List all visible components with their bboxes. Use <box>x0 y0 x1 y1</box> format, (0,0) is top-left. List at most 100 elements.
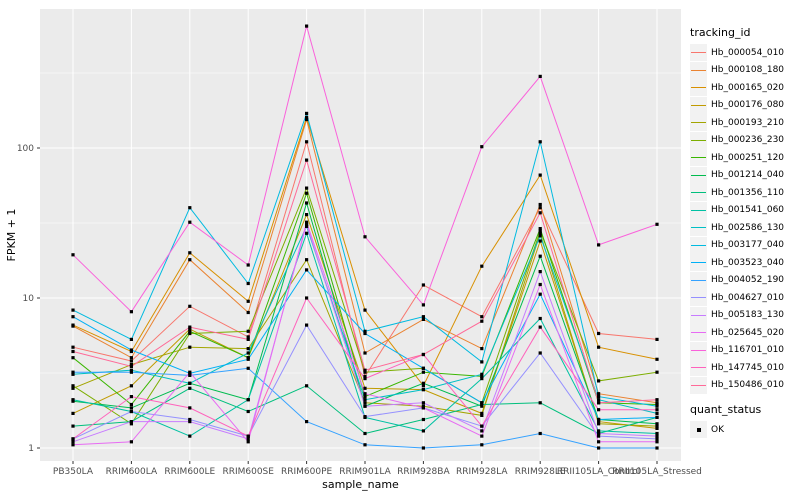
data-point <box>597 434 601 438</box>
legend-key-color-line <box>691 279 706 281</box>
data-point <box>305 268 309 272</box>
data-point <box>655 422 659 426</box>
legend-entry: Hb_002586_130 <box>690 219 798 237</box>
data-point <box>129 359 133 363</box>
data-point <box>188 345 192 349</box>
legend-entry-label: Hb_025645_020 <box>711 327 785 338</box>
data-point <box>655 370 659 374</box>
data-point <box>188 206 192 210</box>
data-point <box>129 402 133 407</box>
data-point <box>305 213 309 217</box>
data-point <box>421 429 425 433</box>
data-point <box>129 384 133 388</box>
data-point <box>655 357 659 361</box>
data-point <box>305 224 309 228</box>
data-point <box>597 408 601 412</box>
legend-key-color-line <box>691 139 706 141</box>
data-point <box>597 422 601 426</box>
data-point <box>71 349 75 354</box>
legend-key-color-line <box>691 174 706 176</box>
legend-entry-label: Hb_002586_130 <box>711 222 785 233</box>
legend-entry-label: Hb_004627_010 <box>711 292 785 303</box>
data-point <box>246 299 250 303</box>
data-point <box>538 74 542 78</box>
data-point <box>188 373 192 377</box>
legend-entry-ok: OK <box>690 421 798 439</box>
data-point <box>129 368 133 372</box>
legend-key-color-line <box>691 297 706 299</box>
legend-entry: Hb_004627_010 <box>690 289 798 307</box>
data-point <box>71 253 75 257</box>
data-point <box>246 281 250 286</box>
data-point <box>71 315 75 319</box>
data-point <box>597 331 601 336</box>
legend-key-line-icon <box>690 254 707 272</box>
legend-entry-label: Hb_001214_040 <box>711 170 785 181</box>
legend-entry: Hb_001541_060 <box>690 201 798 220</box>
data-point <box>597 243 601 247</box>
legend-key-line-icon <box>690 236 707 254</box>
legend-key-line-icon <box>690 341 707 359</box>
legend-entry-label: Hb_000193_210 <box>711 117 785 128</box>
data-point <box>597 379 601 383</box>
data-point <box>246 263 250 267</box>
legend-key-color-line <box>691 384 706 386</box>
legend-entry: Hb_000054_010 <box>690 44 798 62</box>
data-point <box>655 402 659 407</box>
data-point <box>305 231 309 235</box>
data-point <box>71 370 75 374</box>
data-point <box>597 420 601 424</box>
data-point <box>597 345 601 349</box>
data-point <box>655 404 659 408</box>
data-point <box>188 251 192 255</box>
data-point <box>188 327 192 331</box>
legend-entry: Hb_000165_020 <box>690 79 798 97</box>
legend-key-line-icon <box>690 166 707 184</box>
legend-entry: Hb_003523_040 <box>690 254 798 272</box>
data-point <box>655 437 659 441</box>
data-point <box>480 315 484 319</box>
data-point <box>655 337 659 341</box>
data-point <box>129 363 133 367</box>
legend-entries: Hb_000054_010 Hb_000108_180 Hb_000165_020 H… <box>690 44 798 394</box>
data-point <box>71 440 75 444</box>
data-point <box>246 351 250 355</box>
legend-key-color-line <box>691 209 706 211</box>
data-point <box>480 413 484 417</box>
legend-key-line-icon <box>690 271 707 289</box>
data-point <box>421 370 425 374</box>
legend-entry: Hb_000193_210 <box>690 114 798 132</box>
data-point <box>655 415 659 419</box>
data-point <box>421 384 425 388</box>
data-point <box>480 347 484 351</box>
data-point <box>188 258 192 262</box>
legend-key-color-line <box>691 262 706 264</box>
legend-entry: Hb_001356_110 <box>690 184 798 202</box>
data-point <box>129 310 133 314</box>
data-point <box>480 372 484 376</box>
data-point <box>421 401 425 405</box>
data-point <box>421 388 425 392</box>
data-point <box>538 316 542 321</box>
legend-entry-label: Hb_003177_040 <box>711 240 785 251</box>
legend-key-color-line <box>691 192 706 194</box>
data-point <box>305 117 309 122</box>
data-point <box>305 296 309 300</box>
data-point <box>71 398 75 402</box>
legend-entry-label: Hb_005183_130 <box>711 310 785 321</box>
x-tick-label: RRII105LA_Stressed <box>612 467 702 477</box>
legend-key-line-icon <box>690 201 707 219</box>
data-point <box>597 401 601 405</box>
legend-entry-label: Hb_116701_010 <box>711 345 785 356</box>
data-point <box>188 434 192 438</box>
data-point <box>597 392 601 396</box>
data-point <box>480 374 484 378</box>
data-point <box>246 409 250 414</box>
data-point <box>655 408 659 412</box>
data-point <box>363 308 367 312</box>
data-point <box>421 417 425 422</box>
data-point <box>129 364 133 368</box>
data-point <box>246 437 250 441</box>
data-point <box>363 415 367 419</box>
